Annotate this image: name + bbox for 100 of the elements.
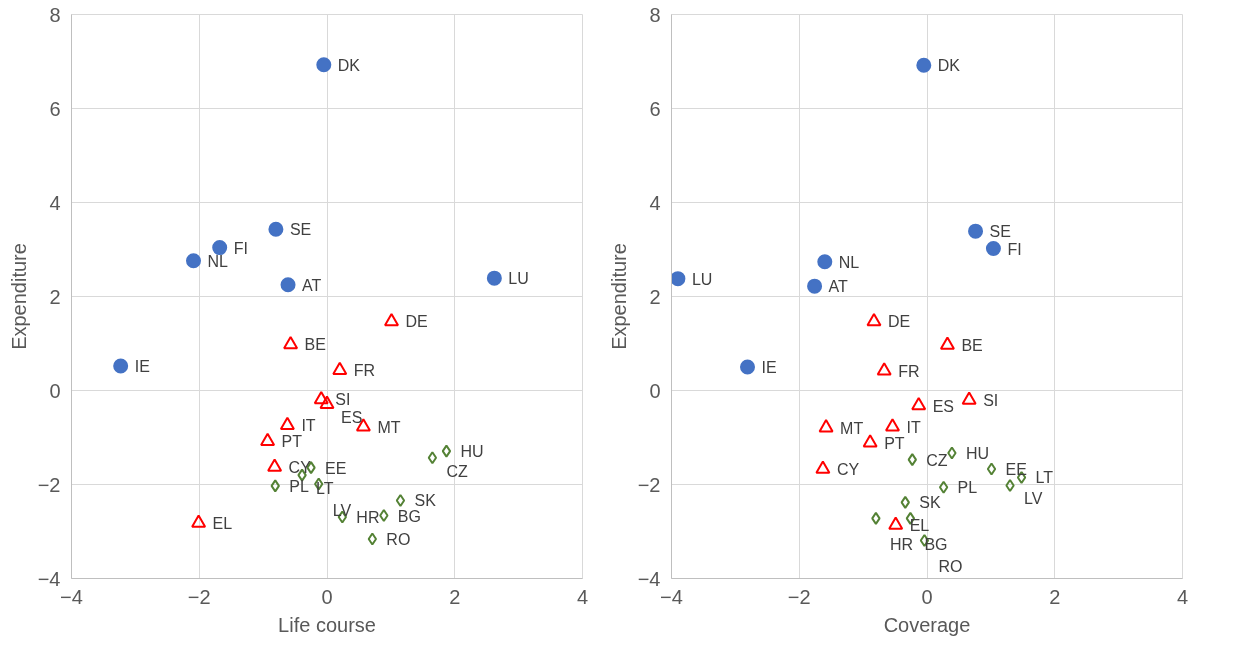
point bbox=[961, 391, 977, 405]
point bbox=[186, 253, 201, 269]
point bbox=[907, 453, 917, 467]
annotation: HU bbox=[460, 443, 484, 461]
annotation: PT bbox=[281, 433, 303, 451]
point bbox=[876, 362, 892, 376]
x-tick-label: 4 bbox=[576, 585, 589, 608]
point bbox=[319, 395, 335, 409]
point bbox=[212, 240, 228, 256]
point bbox=[807, 278, 823, 294]
point bbox=[316, 57, 332, 73]
y-tick-label: −4 bbox=[637, 567, 661, 590]
point bbox=[268, 221, 284, 237]
annotation: HU bbox=[965, 445, 990, 463]
point bbox=[441, 444, 452, 458]
annotation: NL bbox=[207, 252, 229, 270]
annotation: AT bbox=[302, 276, 322, 294]
annotation: MT bbox=[840, 419, 864, 437]
annotation: SE bbox=[289, 221, 312, 239]
annotation: RO bbox=[938, 558, 963, 576]
y-axis-title: Expenditure bbox=[7, 243, 30, 350]
y-tick-label: 0 bbox=[49, 379, 61, 402]
point bbox=[332, 361, 348, 376]
point bbox=[113, 358, 129, 374]
y-tick-label: 8 bbox=[649, 3, 661, 26]
annotation: FR bbox=[353, 362, 376, 380]
point bbox=[818, 419, 834, 433]
point bbox=[862, 434, 878, 448]
annotation: LT bbox=[316, 480, 334, 498]
annotation: IE bbox=[761, 359, 777, 376]
point bbox=[384, 312, 400, 327]
annotation: DE bbox=[405, 313, 428, 331]
point bbox=[817, 254, 833, 270]
x-tick-label: 2 bbox=[1049, 585, 1061, 608]
annotation: PT bbox=[884, 434, 905, 452]
annotation: LV bbox=[332, 502, 352, 520]
point bbox=[985, 241, 1001, 257]
point bbox=[486, 270, 502, 286]
annotation: BE bbox=[304, 336, 326, 354]
point bbox=[671, 271, 686, 287]
point bbox=[427, 451, 438, 465]
annotation: SE bbox=[989, 223, 1011, 241]
y-tick-label: 2 bbox=[649, 285, 661, 308]
annotation: FI bbox=[1007, 240, 1022, 258]
annotation: PL bbox=[957, 479, 978, 497]
y-tick-label: 4 bbox=[49, 191, 61, 214]
point bbox=[939, 336, 955, 350]
point bbox=[379, 509, 389, 523]
annotation: IT bbox=[301, 417, 316, 435]
point bbox=[947, 446, 957, 460]
y-tick-label: 8 bbox=[49, 3, 61, 26]
annotation: HR bbox=[356, 508, 380, 526]
point bbox=[911, 397, 927, 411]
point bbox=[866, 312, 882, 327]
y-tick-label: −4 bbox=[37, 567, 61, 590]
y-tick-label: 6 bbox=[49, 97, 61, 120]
annotation: PL bbox=[289, 477, 309, 495]
point bbox=[900, 495, 910, 509]
point bbox=[367, 532, 378, 546]
point bbox=[938, 480, 949, 494]
y-tick-label: 2 bbox=[49, 285, 61, 308]
x-axis-title: Coverage bbox=[883, 613, 971, 636]
annotation: SK bbox=[414, 492, 437, 510]
x-tick-label: 0 bbox=[921, 585, 933, 608]
annotation: SK bbox=[919, 494, 941, 512]
annotation: SI bbox=[983, 391, 999, 409]
annotation: FR bbox=[898, 362, 920, 380]
point bbox=[260, 432, 276, 447]
y-tick-label: −2 bbox=[37, 473, 61, 496]
point bbox=[916, 57, 932, 73]
point bbox=[888, 516, 904, 530]
x-axis-title: Life course bbox=[278, 613, 376, 636]
annotation: AT bbox=[828, 278, 849, 296]
point bbox=[279, 416, 295, 431]
annotation: HR bbox=[889, 536, 914, 554]
point bbox=[283, 335, 299, 350]
point bbox=[191, 514, 207, 528]
point bbox=[280, 277, 296, 293]
annotation: LU bbox=[508, 270, 529, 288]
annotation: SI bbox=[335, 391, 351, 409]
annotation: EE bbox=[325, 459, 347, 477]
annotation: EL bbox=[909, 516, 930, 534]
annotation: IE bbox=[134, 358, 150, 376]
point bbox=[267, 458, 283, 472]
x-tick-label: 2 bbox=[449, 585, 461, 608]
x-tick-label: 4 bbox=[1176, 585, 1189, 608]
annotation: CZ bbox=[446, 462, 468, 480]
annotation: ES bbox=[341, 409, 363, 427]
point bbox=[885, 418, 901, 432]
annotation: NL bbox=[838, 253, 860, 271]
y-axis-title: Expenditure bbox=[607, 243, 630, 350]
annotation: EL bbox=[212, 515, 233, 533]
point bbox=[1005, 478, 1015, 492]
annotation: LV bbox=[1024, 490, 1043, 508]
annotation: EE bbox=[1005, 460, 1027, 478]
annotation: DK bbox=[337, 56, 361, 74]
point bbox=[313, 390, 329, 405]
annotation: BE bbox=[961, 336, 983, 354]
point bbox=[986, 462, 997, 476]
x-tick-label: −2 bbox=[787, 585, 811, 608]
